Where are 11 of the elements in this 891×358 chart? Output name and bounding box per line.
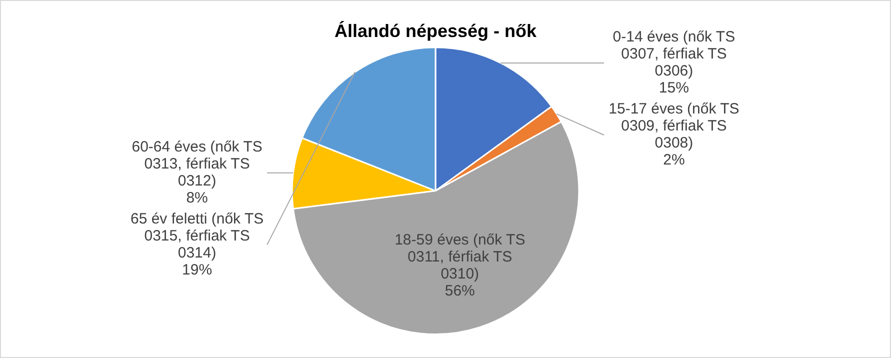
slice-label: 18-59 éves (nők TS 0311, férfiak TS 0310) — [394, 231, 526, 282]
data-label: 2% — [663, 152, 685, 169]
data-label: 19% — [182, 261, 212, 278]
slice-label: 15-17 éves (nők TS 0309, férfiak TS 0308) — [608, 100, 740, 152]
data-label: 15% — [658, 80, 689, 97]
data-label: 8% — [186, 189, 208, 206]
slice-label: 60-64 éves (nők TS 0313, férfiak TS 0312) — [132, 138, 262, 190]
chart-title: Állandó népesség - nők — [334, 20, 538, 41]
slice-label: 0-14 éves (nők TS 0307, férfiak TS 0306) — [612, 28, 736, 80]
data-label: 56% — [444, 282, 475, 300]
slice-label: 65 év feletti (nők TS 0315, férfiak TS 0314) — [130, 210, 264, 262]
